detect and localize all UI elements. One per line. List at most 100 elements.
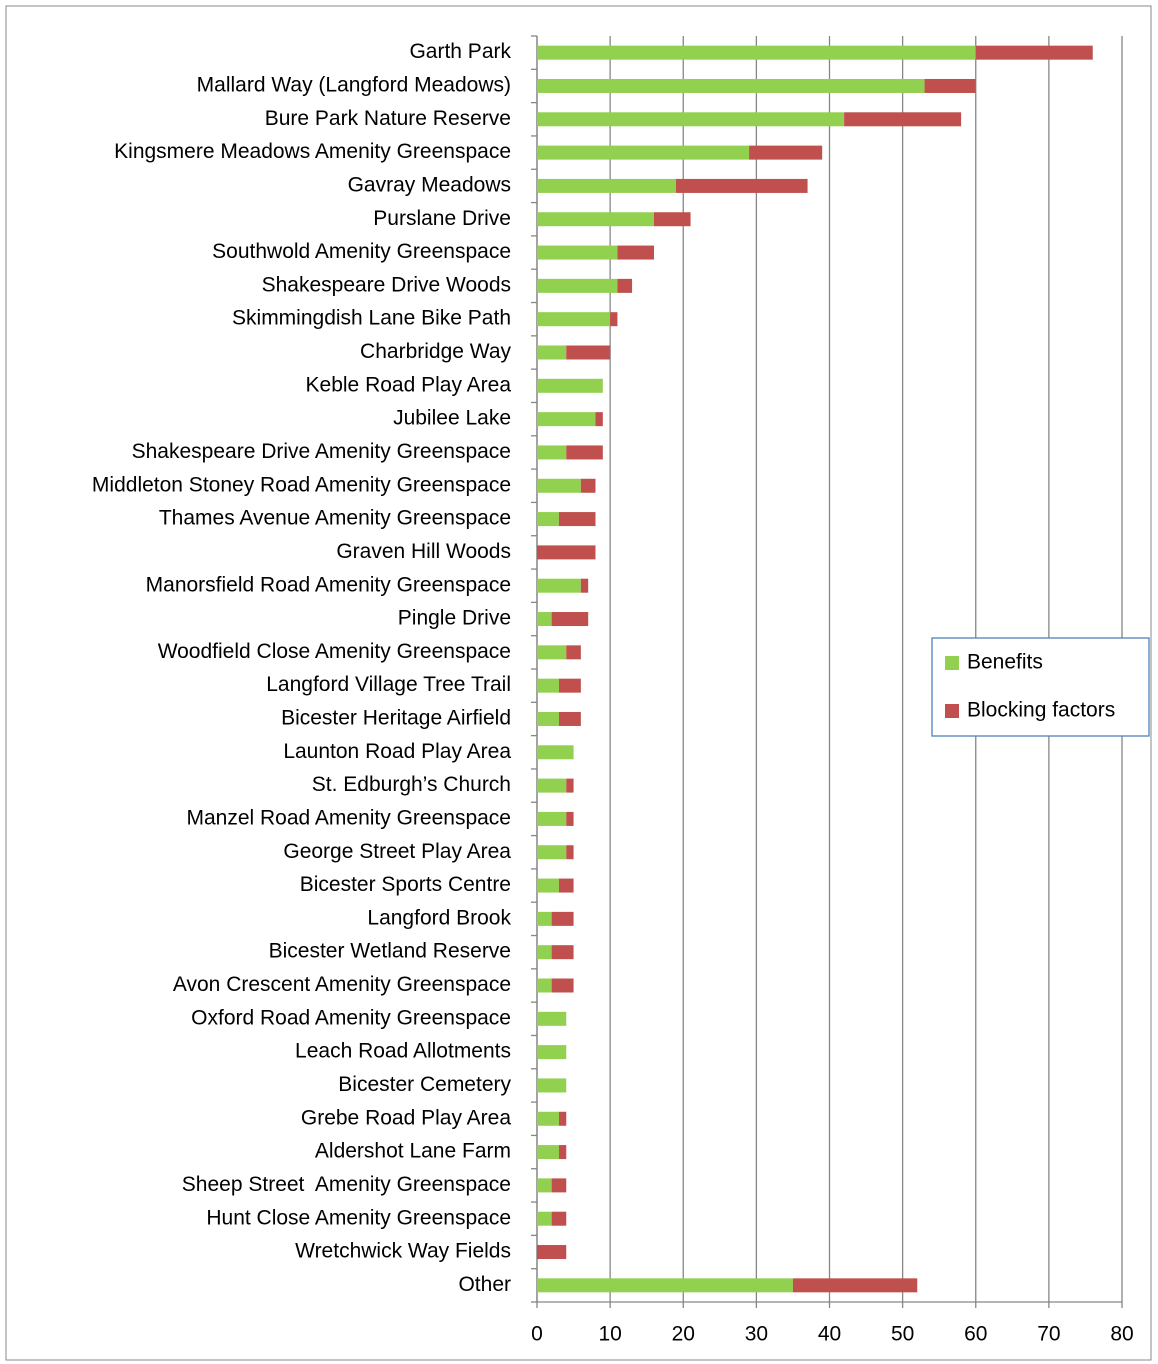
bar-segment xyxy=(537,1245,567,1260)
y-tick-label: Leach Road Allotments xyxy=(295,1040,511,1063)
bar-segment xyxy=(551,978,574,993)
bar-segment xyxy=(537,612,552,627)
y-tick-label: Oxford Road Amenity Greenspace xyxy=(191,1006,511,1029)
bar-segment xyxy=(537,45,976,60)
bar-segment xyxy=(551,1178,567,1193)
bar-segment xyxy=(595,412,603,427)
y-tick-label: Bicester Heritage Airfield xyxy=(281,707,511,730)
bar-segment xyxy=(551,911,574,926)
y-tick-label: Mallard Way (Langford Meadows) xyxy=(197,74,511,97)
bar-segment xyxy=(537,1278,793,1293)
bar-segment xyxy=(792,1278,918,1293)
bar-segment xyxy=(566,645,581,660)
x-tick-label: 70 xyxy=(1037,1323,1060,1346)
bar-segment xyxy=(537,412,596,427)
legend-label: Benefits xyxy=(967,651,1043,674)
bar-segment xyxy=(537,1178,552,1193)
y-tick-label: Thames Avenue Amenity Greenspace xyxy=(159,507,511,530)
y-tick-label: Woodfield Close Amenity Greenspace xyxy=(158,640,511,663)
bar-segment xyxy=(551,1211,567,1226)
bar-segment xyxy=(844,112,962,127)
bar-segment xyxy=(558,878,574,893)
y-tick-label: Gavray Meadows xyxy=(348,173,511,196)
bar-segment xyxy=(537,345,567,360)
bar-segment xyxy=(675,178,808,193)
bar-segment xyxy=(580,478,596,493)
x-tick-label: 60 xyxy=(964,1323,987,1346)
bar-segment xyxy=(566,811,574,826)
y-tick-label: Grebe Road Play Area xyxy=(301,1106,511,1129)
bar-segment xyxy=(537,845,567,860)
bar-segment xyxy=(537,578,581,593)
bar-segment xyxy=(558,512,596,527)
bar-segment xyxy=(537,878,559,893)
bar-segment xyxy=(558,1111,567,1126)
bar-segment xyxy=(551,612,589,627)
legend-swatch xyxy=(945,656,959,670)
y-tick-label: Bicester Cemetery xyxy=(338,1073,511,1096)
x-tick-label: 50 xyxy=(891,1323,914,1346)
bar-segment xyxy=(537,1045,567,1060)
y-tick-label: Pingle Drive xyxy=(398,607,511,630)
bar-segment xyxy=(537,278,618,293)
bar-segment xyxy=(537,445,567,460)
x-tick-label: 40 xyxy=(818,1323,841,1346)
bar-segment xyxy=(537,312,611,327)
y-tick-label: Aldershot Lane Farm xyxy=(315,1140,511,1163)
y-tick-label: Hunt Close Amenity Greenspace xyxy=(206,1206,511,1229)
x-tick-label: 0 xyxy=(531,1323,543,1346)
y-tick-label: Manorsfield Road Amenity Greenspace xyxy=(146,573,511,596)
y-tick-label: Kingsmere Meadows Amenity Greenspace xyxy=(114,140,511,163)
bar-segment xyxy=(537,645,567,660)
y-tick-label: Avon Crescent Amenity Greenspace xyxy=(173,973,511,996)
y-tick-label: Sheep Street Amenity Greenspace xyxy=(182,1173,511,1196)
bar-segment xyxy=(537,378,603,393)
y-tick-label: St. Edburgh’s Church xyxy=(312,773,511,796)
x-tick-label: 20 xyxy=(672,1323,695,1346)
bar-segment xyxy=(654,212,691,227)
y-tick-label: Graven Hill Woods xyxy=(336,540,511,563)
bar-segment xyxy=(537,178,676,193)
x-tick-label: 30 xyxy=(745,1323,768,1346)
y-tick-label: George Street Play Area xyxy=(283,840,511,863)
bar-segment xyxy=(537,711,559,726)
bar-segment xyxy=(537,778,567,793)
bar-segment xyxy=(537,212,654,227)
bar-segment xyxy=(537,78,925,93)
y-tick-label: Jubilee Lake xyxy=(393,407,511,430)
y-tick-label: Langford Village Tree Trail xyxy=(266,673,511,696)
y-tick-label: Charbridge Way xyxy=(360,340,511,363)
bar-segment xyxy=(537,1078,567,1093)
bar-segment xyxy=(537,245,618,260)
bar-segment xyxy=(617,278,633,293)
y-tick-label: Langford Brook xyxy=(367,906,511,929)
y-tick-label: Keble Road Play Area xyxy=(306,373,512,396)
bar-segment xyxy=(566,845,574,860)
y-tick-label: Shakespeare Drive Amenity Greenspace xyxy=(132,440,511,463)
y-tick-label: Bicester Sports Centre xyxy=(300,873,511,896)
bar-segment xyxy=(537,978,552,993)
bar-segment xyxy=(558,711,581,726)
bar-segment xyxy=(924,78,976,93)
y-tick-label: Wretchwick Way Fields xyxy=(295,1240,511,1263)
y-tick-label: Middleton Stoney Road Amenity Greenspace xyxy=(92,473,511,496)
y-tick-label: Skimmingdish Lane Bike Path xyxy=(232,307,511,330)
bar-segment xyxy=(537,945,552,960)
y-tick-label: Other xyxy=(458,1273,511,1296)
bar-segment xyxy=(537,678,559,693)
y-tick-label: Southwold Amenity Greenspace xyxy=(212,240,511,263)
bar-segment xyxy=(551,945,574,960)
y-tick-label: Shakespeare Drive Woods xyxy=(262,273,511,296)
y-tick-label: Manzel Road Amenity Greenspace xyxy=(186,806,511,829)
legend-swatch xyxy=(945,704,959,718)
bar-segment xyxy=(537,1145,559,1160)
bar-segment xyxy=(537,745,574,760)
y-tick-label: Bicester Wetland Reserve xyxy=(269,940,511,963)
x-tick-label: 10 xyxy=(598,1323,621,1346)
bar-segment xyxy=(537,478,581,493)
bar-segment xyxy=(537,512,559,527)
bar-segment xyxy=(580,578,589,593)
bar-segment xyxy=(537,1211,552,1226)
bar-segment xyxy=(537,1111,559,1126)
